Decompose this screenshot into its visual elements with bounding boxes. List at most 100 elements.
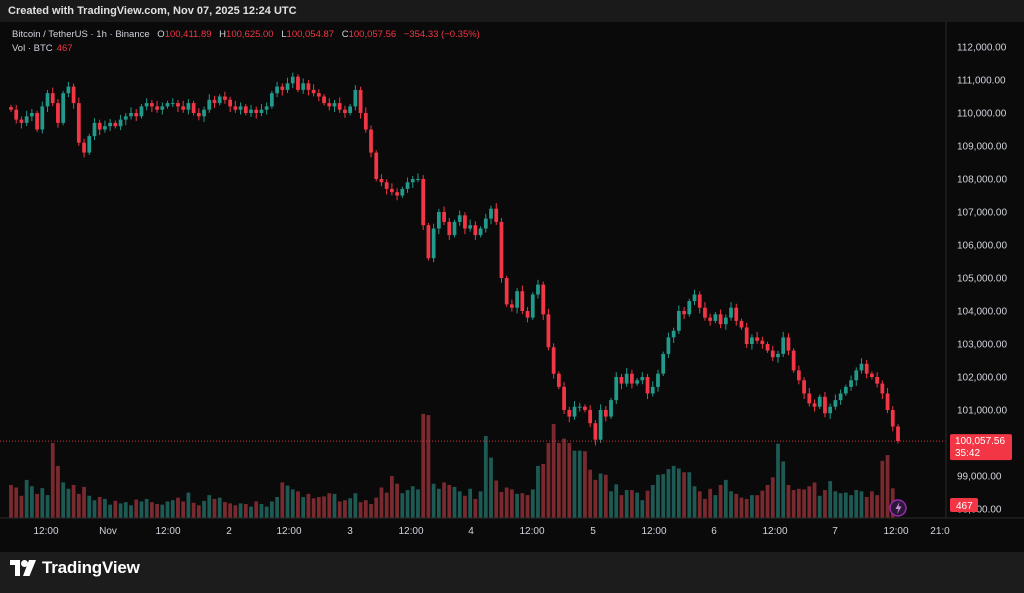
volume-bar (9, 484, 13, 518)
candle-body (254, 109, 259, 113)
candle (703, 302, 707, 321)
candle-body (781, 337, 786, 354)
volume-bar (384, 492, 389, 518)
created-with-watermark: Created with TradingView.com, Nov 07, 20… (8, 5, 297, 17)
candle-body (729, 307, 733, 318)
volume-bar (160, 504, 165, 518)
candle (113, 120, 118, 129)
volume-bar (556, 443, 561, 518)
candle-body (676, 311, 681, 331)
volume-bar (82, 486, 86, 518)
candle-body (24, 116, 29, 123)
candle-body (118, 119, 123, 127)
candle-body (379, 179, 384, 183)
price-tick: 109,000.00 (957, 142, 1007, 153)
volume-bar (525, 495, 530, 518)
chart-area[interactable] (0, 22, 1024, 552)
volume-bar (859, 491, 864, 518)
candle-body (19, 119, 24, 123)
candle-body (123, 116, 128, 120)
candle (870, 371, 874, 380)
candle-body (280, 86, 285, 90)
last-price-badge-bg (950, 434, 1012, 461)
lightning-icon[interactable] (889, 499, 907, 517)
candle-body (144, 103, 149, 107)
volume-bar (802, 489, 806, 518)
candle-body (718, 314, 723, 325)
candle-body (442, 212, 446, 222)
candle (363, 107, 368, 133)
candle-body (92, 122, 97, 137)
candle (656, 369, 660, 392)
candle-body (353, 89, 358, 107)
candle (463, 212, 467, 235)
candle (431, 223, 436, 263)
candle-body (896, 426, 900, 442)
volume-bar (191, 502, 196, 518)
volume-bar (734, 493, 739, 518)
volume-bar (254, 501, 259, 518)
candlestick-chart[interactable]: 112,000.00 111,000.00 110,000.00 109,000.00… (0, 0, 1024, 552)
high-key: H (219, 29, 227, 40)
candle (760, 336, 765, 349)
volume-bar (577, 450, 582, 518)
candle-body (87, 136, 92, 153)
volume-bar (410, 486, 415, 518)
candle-body (390, 188, 394, 193)
volume-bar (515, 493, 519, 518)
candle (843, 384, 848, 396)
candle (296, 74, 300, 93)
volume-bar (176, 497, 180, 518)
volume-bar (463, 495, 467, 518)
candle (76, 97, 81, 146)
candle-body (155, 106, 159, 110)
volume-bar (452, 486, 457, 518)
candle (671, 327, 676, 344)
volume-bar (630, 490, 634, 518)
candle-body (76, 103, 81, 143)
countdown-label: 35:42 (955, 448, 980, 459)
candle-body (165, 103, 170, 107)
candle (426, 222, 431, 261)
candle (233, 100, 238, 113)
candle-body (536, 284, 540, 295)
candle-body (270, 93, 274, 107)
candle (416, 173, 420, 183)
candle-body (322, 96, 326, 104)
candle-body (431, 228, 436, 259)
volume-bar (645, 490, 650, 518)
candle-body (635, 380, 639, 384)
candle (697, 291, 702, 314)
candle (802, 377, 806, 400)
candle-body (97, 122, 102, 130)
price-scale[interactable]: 112,000.00 111,000.00 110,000.00 109,000.00… (957, 43, 1007, 516)
candle-body (723, 317, 728, 325)
volume-bar (249, 506, 253, 518)
candle (546, 308, 551, 351)
tradingview-logo[interactable]: TradingView (10, 557, 140, 579)
candle-body (744, 327, 749, 344)
candle (186, 99, 191, 115)
volume-bar (61, 482, 66, 518)
candle-body (358, 89, 363, 113)
candle (489, 205, 493, 225)
candle (828, 403, 833, 419)
volume-bar (290, 489, 295, 518)
candle (9, 104, 13, 113)
candle (723, 314, 728, 330)
candle (598, 404, 603, 443)
candle (134, 109, 139, 122)
volume-bar (682, 472, 686, 518)
candle-body (9, 107, 13, 110)
candle-body (45, 93, 50, 107)
candle (149, 99, 154, 113)
volume-bar (332, 493, 337, 518)
candle (390, 183, 394, 196)
candle (40, 101, 45, 134)
time-scale[interactable]: 12:00 Nov 12:00 2 12:00 3 12:00 4 12:00 5 12:00 6 12… (33, 526, 950, 537)
low-key: L (281, 29, 287, 40)
volume-badge: 467 (950, 498, 978, 512)
volume-bar (217, 497, 222, 518)
volume-bar (243, 504, 248, 518)
candle (750, 334, 754, 350)
